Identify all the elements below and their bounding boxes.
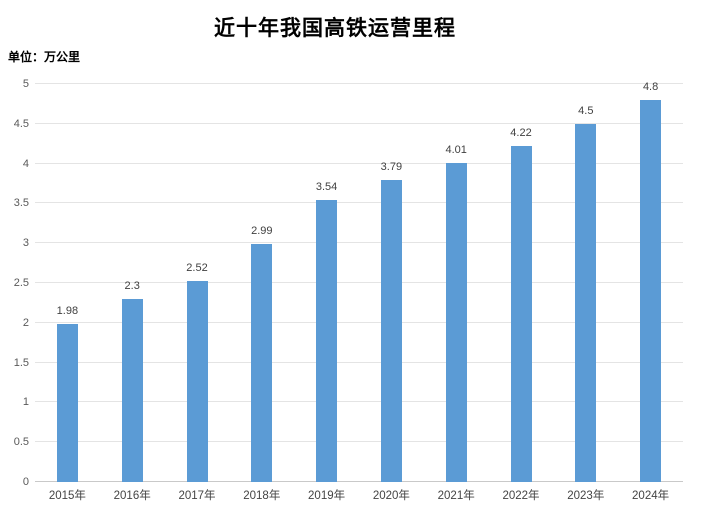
bar-value-label: 3.79	[380, 161, 403, 174]
bar	[640, 99, 662, 482]
y-axis-tick-label: 4	[22, 157, 29, 170]
y-axis-tick-label: 2	[22, 316, 29, 329]
x-axis-label: 2015年	[48, 490, 86, 502]
y-axis-tick-label: 2.5	[13, 277, 29, 289]
gridline	[35, 242, 683, 244]
chart-title: 近十年我国高铁运营里程	[214, 16, 456, 40]
bar	[575, 123, 597, 482]
x-axis-line	[35, 481, 683, 482]
bar	[510, 146, 532, 482]
bar	[316, 200, 338, 482]
bar-value-label: 4.8	[642, 80, 659, 93]
y-axis-tick-label: 3.5	[13, 197, 29, 210]
gridline	[35, 83, 683, 84]
gridline	[35, 401, 683, 403]
x-axis-label: 2019年	[308, 490, 346, 502]
bar-value-label: 1.98	[56, 305, 79, 318]
x-axis-label: 2017年	[178, 490, 216, 502]
bar-value-label: 2.3	[124, 279, 140, 292]
bar	[445, 162, 467, 482]
y-axis-tick-label: 5	[22, 78, 29, 90]
x-axis-label: 2016年	[113, 490, 151, 502]
bar	[121, 298, 143, 482]
bar-value-label: 2.52	[186, 262, 208, 275]
bar-value-label: 3.54	[315, 181, 338, 194]
unit-label: 单位：万公里	[8, 50, 81, 64]
gridline	[35, 441, 683, 443]
bar-value-label: 4.01	[445, 143, 467, 156]
x-axis-label: 2023年	[567, 490, 605, 502]
gridline	[35, 202, 683, 204]
y-axis-tick-label: 4.5	[13, 117, 29, 130]
x-axis-label: 2020年	[372, 490, 410, 502]
gridline	[35, 361, 683, 363]
bar-value-label: 4.5	[578, 104, 594, 117]
gridline	[35, 282, 683, 283]
gridline	[35, 321, 683, 323]
x-axis-label: 2018年	[243, 490, 281, 502]
bar-value-label: 4.22	[510, 127, 532, 140]
y-axis-tick-label: 3	[22, 237, 29, 250]
bar-value-label: 2.99	[251, 225, 273, 237]
x-axis-label: 2021年	[437, 490, 475, 502]
x-axis-label: 2024年	[632, 490, 670, 502]
plot-area: 0 0.5 1 1.5 2 2.5 3 3.5 4 4.5 5 1.98 2015年 2.3 2016年 2.…	[14, 78, 683, 502]
y-axis-tick-label: 1	[22, 396, 29, 409]
gridline	[35, 162, 683, 164]
bar	[186, 281, 208, 482]
bar	[56, 324, 78, 482]
x-axis-label: 2022年	[502, 490, 540, 502]
y-axis-tick-label: 1.5	[13, 356, 29, 369]
y-axis-tick-label: 0	[22, 476, 29, 488]
bar	[251, 244, 273, 482]
bar	[380, 180, 402, 482]
gridline	[35, 122, 683, 124]
y-axis-tick-label: 0.5	[13, 436, 29, 449]
